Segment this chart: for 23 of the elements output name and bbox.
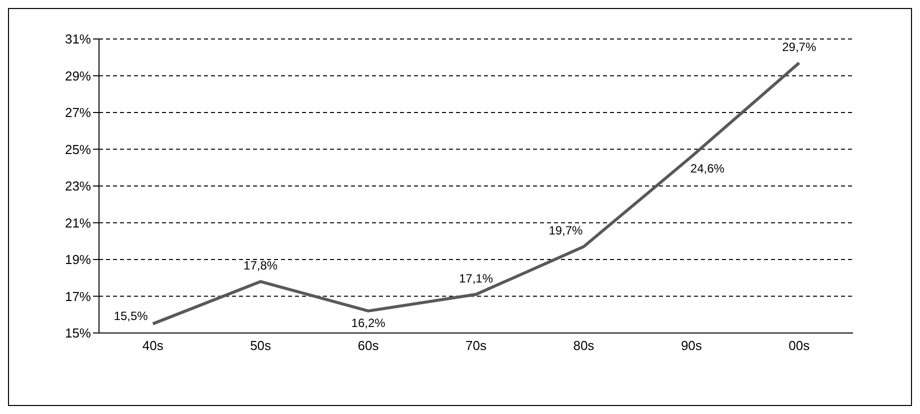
data-label: 24,6% (690, 162, 725, 176)
x-tick-label: 00s (788, 338, 810, 354)
y-tick-label: 15% (64, 326, 92, 341)
data-label: 15,5% (114, 308, 148, 323)
x-tick-label: 50s (250, 338, 272, 354)
y-tick-label: 29% (64, 68, 92, 84)
data-label: 17,8% (244, 258, 278, 273)
x-tick-label: 80s (573, 338, 595, 354)
y-tick-label: 25% (64, 142, 92, 157)
y-tick-label: 21% (64, 215, 92, 230)
data-label: 19,7% (548, 224, 584, 238)
x-tick-label: 40s (142, 338, 164, 354)
y-tick-label: 23% (64, 178, 92, 194)
data-label: 17,1% (458, 271, 494, 286)
x-tick-label: 90s (680, 338, 702, 354)
y-tick-label: 27% (64, 105, 92, 120)
x-tick-label: 60s (358, 338, 380, 354)
y-tick-label: 19% (64, 252, 92, 268)
y-tick-label: 31% (64, 32, 92, 47)
data-label: 29,7% (782, 40, 816, 54)
y-tick-label: 17% (64, 288, 92, 304)
x-tick-label: 70s (466, 338, 487, 354)
data-label: 16,2% (351, 316, 386, 330)
